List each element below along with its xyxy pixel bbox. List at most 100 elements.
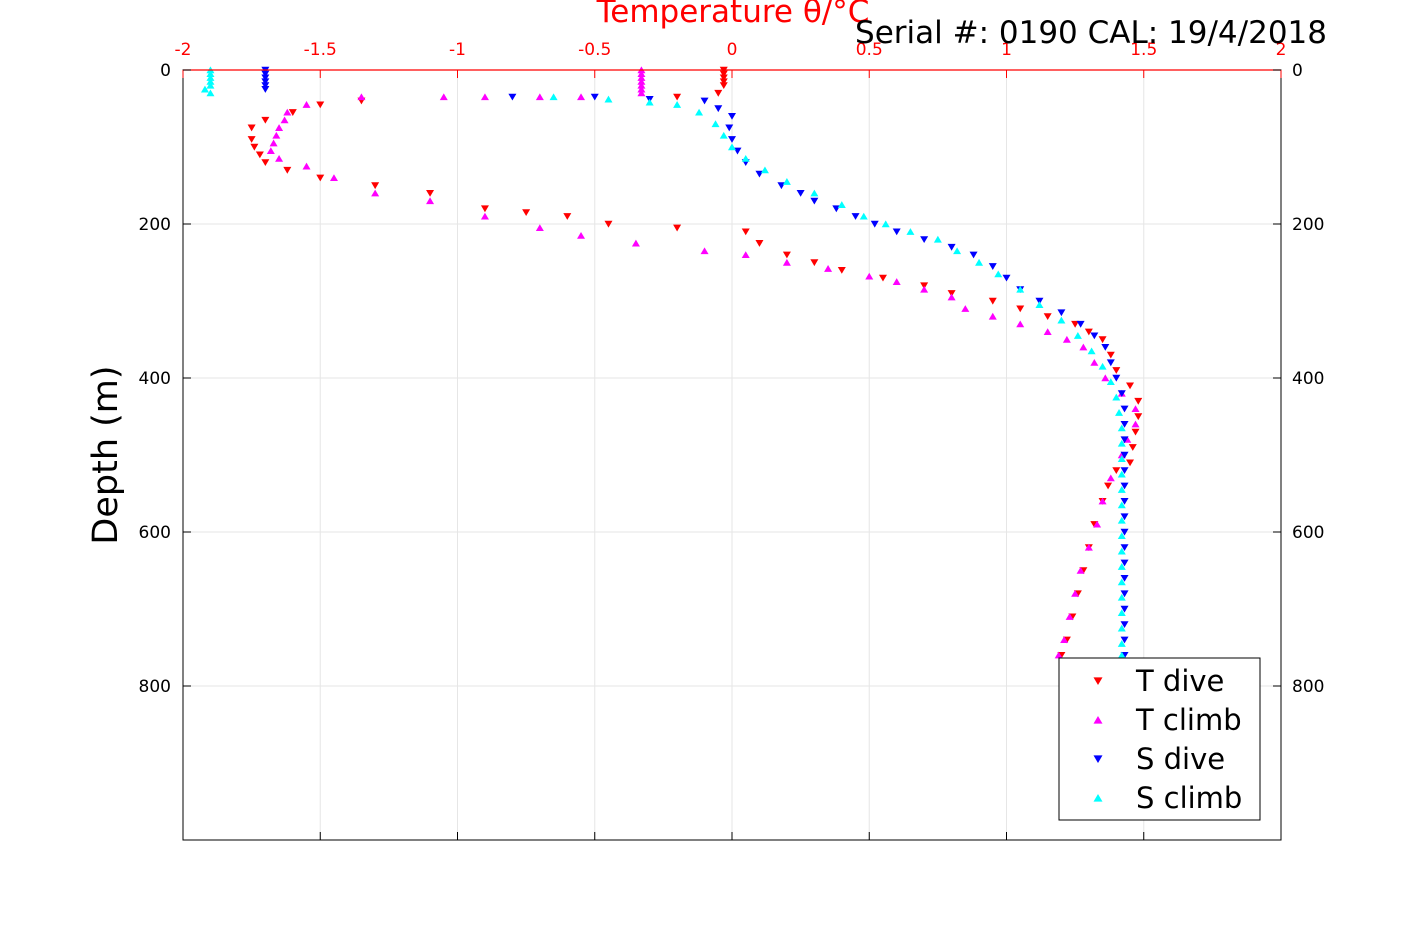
data-point: [261, 82, 270, 89]
data-point: [247, 124, 256, 132]
legend: T dive T climb S dive S climb: [1058, 657, 1261, 821]
data-point: [1115, 409, 1124, 416]
data-point: [1084, 543, 1093, 551]
data-point: [1134, 413, 1143, 421]
data-point: [728, 136, 736, 143]
x-tick-label: 0: [727, 40, 738, 60]
data-points: [200, 66, 1143, 659]
x-tick-label: 1.5: [1130, 40, 1157, 60]
data-point: [1120, 559, 1129, 567]
data-point: [741, 251, 750, 258]
data-point: [250, 143, 259, 151]
data-point: [892, 278, 901, 285]
data-point: [1120, 436, 1129, 444]
x-tick-label: 0.5: [856, 40, 883, 60]
data-point: [906, 228, 915, 235]
y-tick-label-right: 400: [1292, 369, 1324, 389]
data-point: [1112, 393, 1121, 401]
data-point: [275, 124, 284, 131]
data-point: [920, 236, 929, 243]
data-point: [480, 205, 489, 213]
data-point: [673, 224, 682, 232]
data-point: [1098, 497, 1107, 505]
data-point: [1117, 501, 1126, 509]
data-point: [480, 212, 489, 220]
data-point: [1120, 451, 1129, 459]
legend-marker: [1093, 793, 1103, 802]
data-point: [261, 74, 270, 82]
data-point: [302, 162, 311, 170]
data-point: [1090, 359, 1099, 366]
data-point: [1117, 455, 1126, 463]
x-tick-label: -1.5: [304, 40, 337, 60]
data-point: [933, 235, 942, 243]
data-point: [255, 151, 264, 159]
data-point: [283, 108, 292, 116]
data-point: [1131, 405, 1140, 412]
data-point: [719, 70, 728, 78]
data-point: [719, 82, 728, 89]
data-point: [1071, 590, 1080, 597]
data-point: [988, 312, 997, 320]
data-point: [1117, 563, 1126, 570]
data-point: [719, 131, 728, 139]
data-point: [1079, 343, 1088, 351]
y-tick-label-left: 800: [139, 677, 171, 697]
data-point: [1016, 285, 1025, 293]
data-point: [782, 178, 791, 185]
data-point: [1104, 482, 1113, 490]
data-point: [206, 70, 215, 78]
data-point: [1120, 605, 1129, 613]
data-point: [755, 240, 764, 247]
data-point: [728, 113, 736, 120]
data-point: [261, 116, 270, 124]
data-point: [261, 78, 270, 86]
x-tick-label: 1: [1001, 40, 1012, 60]
data-point: [947, 293, 956, 301]
data-point: [1131, 420, 1140, 428]
legend-marker: [1093, 715, 1103, 724]
data-point: [1043, 313, 1052, 320]
data-point: [261, 159, 270, 166]
data-point: [316, 174, 325, 182]
data-point: [1117, 439, 1126, 447]
legend-marker: [1093, 755, 1103, 764]
data-point: [439, 93, 448, 101]
data-point: [1120, 575, 1129, 582]
data-point: [1106, 351, 1115, 359]
data-point: [280, 116, 289, 124]
data-point: [714, 105, 723, 113]
data-point: [1120, 498, 1129, 505]
data-point: [1117, 624, 1126, 632]
data-point: [206, 74, 215, 81]
data-point: [1117, 547, 1126, 555]
data-point: [1131, 428, 1140, 436]
data-point: [302, 101, 311, 108]
data-point: [1065, 613, 1074, 620]
data-point: [1098, 336, 1107, 344]
data-point: [637, 85, 646, 93]
data-point: [200, 85, 209, 93]
data-point: [741, 154, 750, 162]
data-point: [741, 228, 750, 236]
y-tick-label-right: 800: [1292, 677, 1324, 697]
legend-label: S climb: [1136, 781, 1242, 815]
data-point: [1101, 374, 1110, 382]
data-point: [810, 189, 819, 197]
data-point: [881, 220, 890, 228]
y-tick-label-left: 0: [160, 61, 171, 81]
serial-calibration-label: Serial #: 0190 CAL: 19/4/2018: [855, 15, 1327, 51]
data-point: [549, 93, 558, 101]
data-point: [1060, 636, 1069, 643]
data-point: [1016, 305, 1025, 313]
data-point: [1126, 382, 1135, 390]
data-point: [535, 224, 544, 232]
data-point: [1106, 378, 1115, 386]
data-point: [892, 228, 901, 236]
data-point: [480, 93, 489, 101]
data-point: [1117, 486, 1126, 493]
data-point: [988, 263, 997, 270]
data-point: [272, 131, 281, 139]
data-point: [1016, 320, 1025, 328]
data-point: [288, 109, 297, 116]
